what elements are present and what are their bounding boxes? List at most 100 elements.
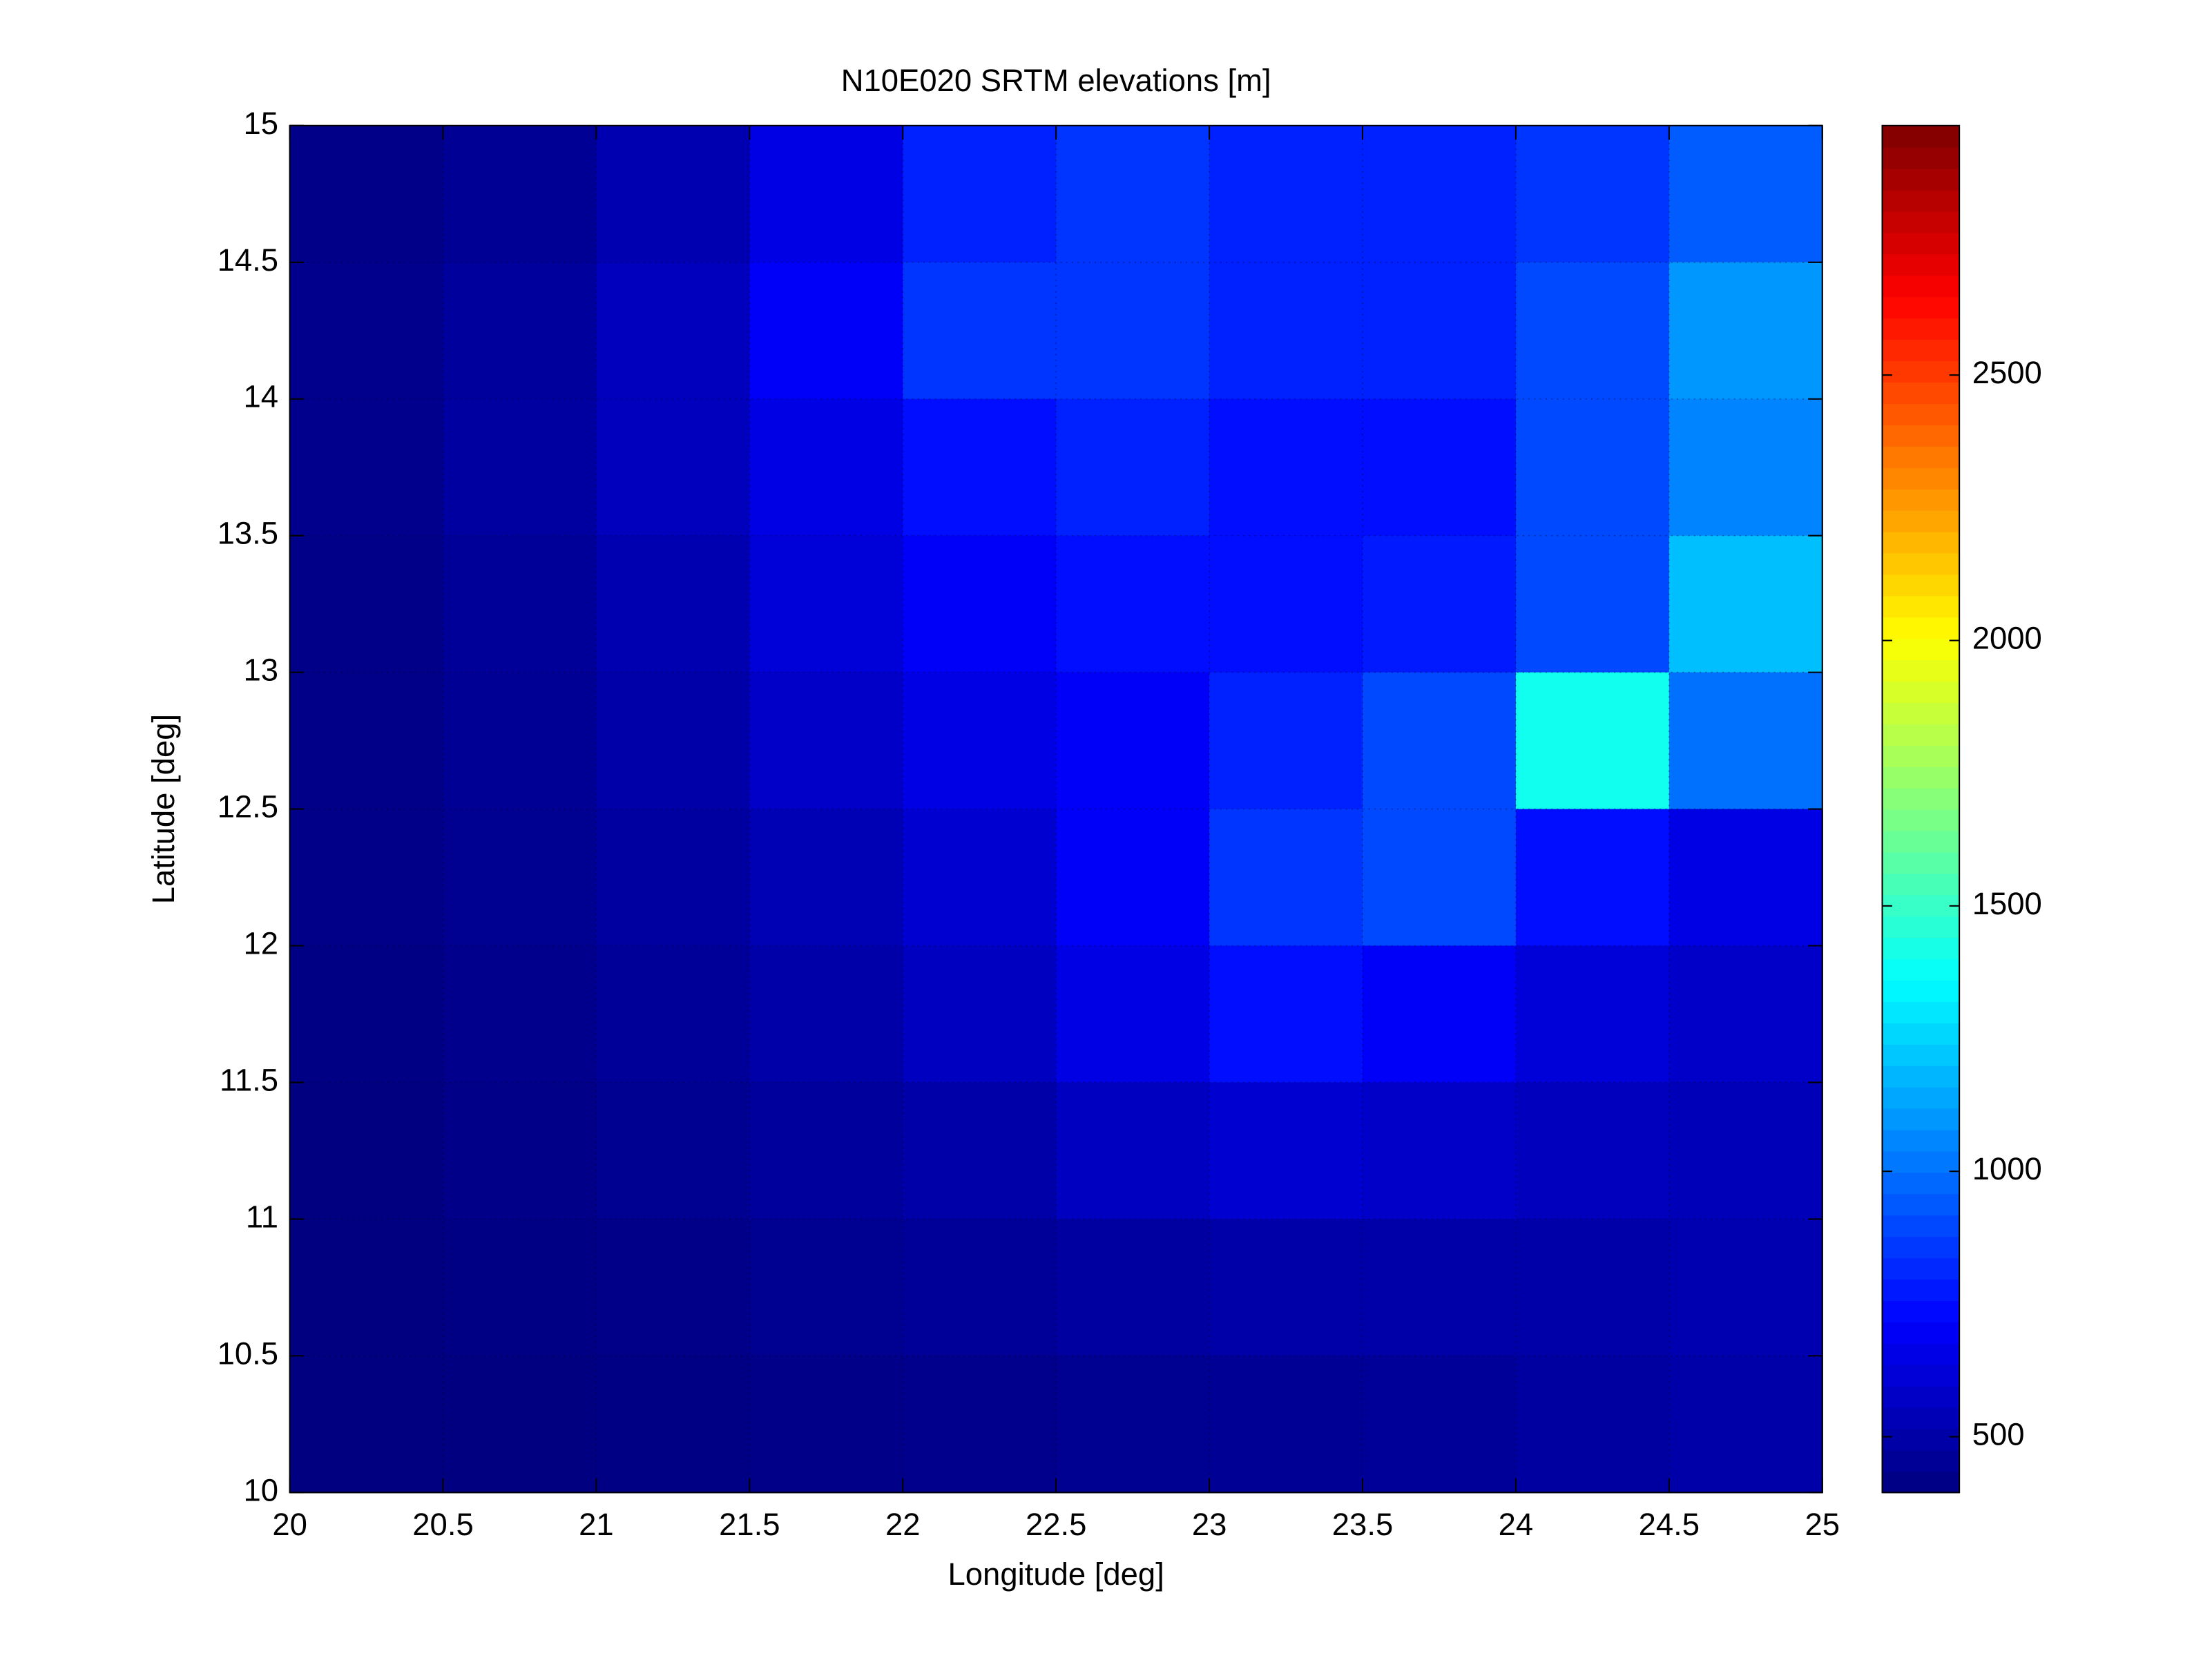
cell xyxy=(596,125,751,263)
cell xyxy=(443,535,597,673)
cell xyxy=(1668,672,1823,810)
cell xyxy=(289,672,444,810)
cell xyxy=(596,398,751,537)
colorbar-swatch xyxy=(1882,638,1960,661)
cell xyxy=(596,1082,751,1220)
colorbar-swatch xyxy=(1882,723,1960,746)
cell xyxy=(1515,809,1670,947)
cell xyxy=(596,945,751,1083)
colorbar-swatch xyxy=(1882,1043,1960,1066)
y-tick-label: 10 xyxy=(244,1472,279,1507)
cell xyxy=(289,1356,444,1494)
colorbar-swatch xyxy=(1882,1279,1960,1301)
cell xyxy=(596,1219,751,1357)
cell xyxy=(749,1356,904,1494)
colorbar-swatch xyxy=(1882,1129,1960,1152)
cell xyxy=(443,809,597,947)
cell xyxy=(1363,672,1517,810)
colorbar-swatch xyxy=(1882,125,1960,148)
cell xyxy=(1209,1356,1364,1494)
cell xyxy=(1515,262,1670,400)
colorbar-swatch xyxy=(1882,403,1960,425)
cell xyxy=(749,398,904,537)
cell xyxy=(903,398,1057,537)
colorbar-swatch xyxy=(1882,851,1960,874)
colorbar-swatch xyxy=(1882,275,1960,298)
colorbar-swatch xyxy=(1882,595,1960,618)
colorbar-tick-label: 2000 xyxy=(1972,621,2042,656)
y-tick-label: 13.5 xyxy=(218,516,278,551)
colorbar-swatch xyxy=(1882,488,1960,511)
x-tick-label: 23.5 xyxy=(1332,1507,1393,1542)
cell xyxy=(443,672,597,810)
cell xyxy=(903,1082,1057,1220)
colorbar-swatch xyxy=(1882,958,1960,981)
cell xyxy=(443,262,597,400)
cell xyxy=(1209,672,1364,810)
cell xyxy=(1056,672,1211,810)
x-tick-label: 20 xyxy=(272,1507,307,1542)
cell xyxy=(1668,262,1823,400)
colorbar-swatch xyxy=(1882,467,1960,490)
x-axis-label: Longitude [deg] xyxy=(948,1556,1164,1592)
colorbar-swatch xyxy=(1882,339,1960,362)
cell xyxy=(1363,262,1517,400)
cell xyxy=(1363,1356,1517,1494)
cell xyxy=(1209,398,1364,537)
x-tick-label: 24 xyxy=(1499,1507,1534,1542)
colorbar-swatch xyxy=(1882,1385,1960,1408)
cell xyxy=(1515,1082,1670,1220)
colorbar-swatch xyxy=(1882,894,1960,917)
cell xyxy=(903,125,1057,263)
cell xyxy=(749,535,904,673)
cell xyxy=(443,1082,597,1220)
colorbar-swatch xyxy=(1882,253,1960,276)
cell xyxy=(1056,398,1211,537)
x-tick-label: 22 xyxy=(885,1507,921,1542)
colorbar-swatch xyxy=(1882,424,1960,447)
colorbar-swatch xyxy=(1882,1364,1960,1387)
image xyxy=(289,125,1823,1494)
colorbar-swatch xyxy=(1882,659,1960,682)
cell xyxy=(903,945,1057,1083)
colorbar-swatch xyxy=(1882,916,1960,938)
x-tick-label: 22.5 xyxy=(1026,1507,1086,1542)
cell xyxy=(596,672,751,810)
colorbar-tick-label: 1500 xyxy=(1972,886,2042,921)
colorbar-tick-label: 1000 xyxy=(1972,1151,2042,1186)
cell xyxy=(749,945,904,1083)
colorbar-swatch xyxy=(1882,318,1960,340)
colorbar-swatch xyxy=(1882,1471,1960,1494)
colorbar-swatch xyxy=(1882,211,1960,233)
colorbar-swatch xyxy=(1882,980,1960,1002)
colorbar-swatch xyxy=(1882,1193,1960,1216)
colorbar-swatch xyxy=(1882,1108,1960,1130)
cell xyxy=(1056,535,1211,673)
cell xyxy=(289,1082,444,1220)
cell xyxy=(749,262,904,400)
x-tick-label: 21 xyxy=(579,1507,614,1542)
cell xyxy=(289,398,444,537)
colorbar-swatch xyxy=(1882,1150,1960,1173)
cell xyxy=(1668,1219,1823,1357)
x-tick-label: 24.5 xyxy=(1639,1507,1700,1542)
cell xyxy=(749,125,904,263)
colorbar-swatch xyxy=(1882,680,1960,703)
colorbar-swatch xyxy=(1882,445,1960,468)
colorbar-swatch xyxy=(1882,1300,1960,1322)
cell xyxy=(1363,809,1517,947)
cell xyxy=(596,1356,751,1494)
axes: 20 20.5 21 21.5 22 22.5 23 23.5 24 24.5 25 10 10.5 11… xyxy=(218,106,2042,1542)
colorbar-swatch xyxy=(1882,381,1960,404)
colorbar-swatch xyxy=(1882,296,1960,319)
cell xyxy=(1209,125,1364,263)
cell xyxy=(1209,945,1364,1083)
colorbar-swatch xyxy=(1882,510,1960,532)
x-tick-label: 23 xyxy=(1192,1507,1227,1542)
colorbar-swatch xyxy=(1882,168,1960,191)
colorbar-swatch xyxy=(1882,744,1960,767)
cell xyxy=(1209,535,1364,673)
cell xyxy=(596,262,751,400)
cell xyxy=(1363,1219,1517,1357)
